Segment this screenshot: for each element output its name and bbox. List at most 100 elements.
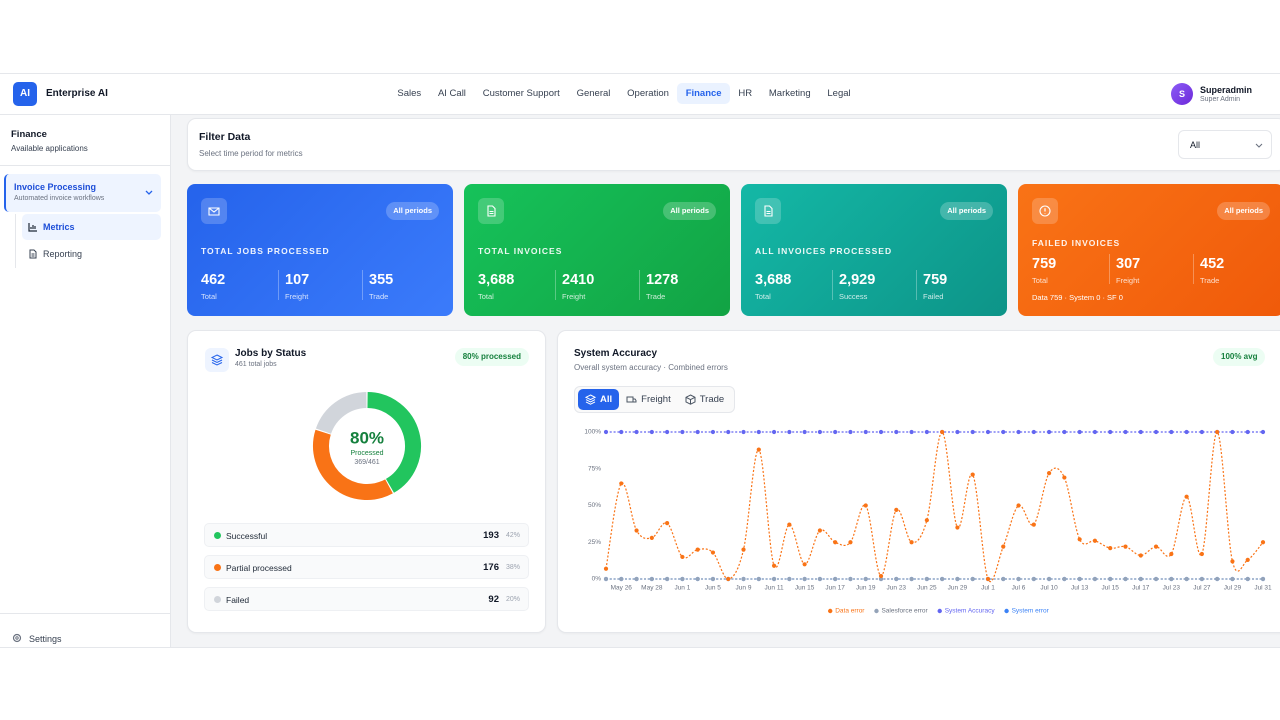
series-point <box>909 576 914 582</box>
app-item[interactable]: Invoice Processing Automated invoice work… <box>4 174 161 212</box>
series-point <box>833 576 838 582</box>
period-select[interactable]: All <box>1178 130 1272 159</box>
y-tick-label: 0% <box>592 576 602 583</box>
x-tick-label: Jun 15 <box>795 585 815 592</box>
series-point <box>1245 429 1250 435</box>
tab-label: Trade <box>699 394 725 405</box>
series-point <box>1230 559 1235 564</box>
nav-item[interactable]: HR <box>738 88 753 99</box>
jobs-icon <box>205 348 229 372</box>
series-line <box>605 431 1264 583</box>
series-point <box>771 429 777 435</box>
series-point <box>787 576 792 582</box>
series-point <box>1001 576 1006 582</box>
series-point <box>741 547 746 552</box>
stat-divider <box>362 270 363 300</box>
user-role: Super Admin <box>1200 96 1241 103</box>
series-point <box>665 521 670 526</box>
series-point <box>741 576 746 582</box>
series-point <box>619 576 624 582</box>
stat-label: Trade <box>646 292 666 301</box>
status-row: Successful 193 42% <box>204 523 529 547</box>
alert-icon <box>1039 205 1051 217</box>
nav-item[interactable]: Sales <box>397 88 422 99</box>
series-point <box>848 576 853 582</box>
nav-item[interactable]: Marketing <box>768 88 811 99</box>
series-point <box>802 576 807 582</box>
series-point <box>1092 576 1098 582</box>
stat-label: Trade <box>369 292 389 301</box>
status-value: 176 <box>483 562 499 573</box>
tab[interactable]: Freight <box>619 389 678 410</box>
legend-dot <box>937 608 942 614</box>
status-value: 92 <box>488 594 499 605</box>
x-tick-label: Jul 13 <box>1071 585 1089 592</box>
stat-card: All periods FAILED INVOICES 759 Total 307 Fre… <box>1018 184 1280 316</box>
x-tick-label: Jun 25 <box>917 585 937 592</box>
x-tick-label: Jul 29 <box>1224 585 1242 592</box>
nav-item[interactable]: Operation <box>627 88 669 99</box>
nav-item[interactable]: Customer Support <box>482 88 560 99</box>
series-point <box>878 429 884 435</box>
card-badge: All periods <box>386 202 439 220</box>
series-point <box>940 429 945 435</box>
x-tick-label: Jun 9 <box>736 585 752 592</box>
series-point <box>695 547 700 552</box>
stat-value: 3,688 <box>478 272 515 288</box>
chevron-icon <box>1255 143 1263 148</box>
card-badge: All periods <box>1217 202 1270 220</box>
settings-icon <box>12 633 22 643</box>
series-point <box>619 429 624 435</box>
icon <box>487 205 496 217</box>
nav-item[interactable]: AI Call <box>437 88 466 99</box>
tab[interactable]: Trade <box>678 389 731 410</box>
series-point <box>1215 429 1220 435</box>
series-point <box>1169 551 1174 557</box>
nav-item[interactable]: Legal <box>827 88 851 99</box>
series-point <box>726 576 731 582</box>
avatar[interactable]: S <box>1171 83 1193 105</box>
x-tick-label: Jul 1 <box>981 585 995 592</box>
sidebar-divider <box>0 165 170 166</box>
nav-item[interactable]: General <box>576 88 611 99</box>
menu-item[interactable]: Reporting <box>22 241 161 267</box>
series-point <box>924 429 929 435</box>
card-icon <box>755 198 781 224</box>
select-chevron <box>1255 143 1263 148</box>
stat-divider <box>1193 254 1194 284</box>
menu-icon <box>28 223 37 232</box>
y-tick-label: 25% <box>588 539 601 546</box>
series-point <box>1245 557 1250 562</box>
nav-item[interactable]: Finance <box>677 83 730 104</box>
x-tick-label: May 26 <box>611 585 633 592</box>
layers-icon <box>210 354 224 366</box>
stat-label: Freight <box>562 292 586 301</box>
series-point <box>1138 576 1143 582</box>
tab-icon <box>626 396 637 403</box>
donut-center-value: 80% <box>350 428 384 447</box>
series-point <box>1184 494 1189 499</box>
stat-label: Total <box>478 292 494 301</box>
settings[interactable]: Settings <box>29 634 62 644</box>
gear <box>12 633 22 643</box>
nav: Sales AI Call Customer Support General Opera… <box>389 83 859 104</box>
series-point <box>1123 576 1128 582</box>
series-point <box>878 576 884 582</box>
legend-dot <box>1004 608 1009 614</box>
series-point <box>955 525 960 530</box>
chart-title: System Accuracy <box>574 348 658 359</box>
series-point <box>1260 576 1266 582</box>
card-icon <box>201 198 227 224</box>
y-tick-label: 100% <box>584 429 601 436</box>
stat-label: Failed <box>923 292 944 301</box>
chevron-icon <box>145 190 153 195</box>
legend-dot <box>874 608 879 614</box>
card-icon <box>1032 198 1058 224</box>
series-point <box>1062 429 1067 435</box>
stat-divider <box>639 270 640 300</box>
series-point <box>1062 576 1067 582</box>
series-point <box>863 429 868 435</box>
tab[interactable]: All <box>578 389 620 410</box>
menu-item[interactable]: Metrics <box>22 214 161 240</box>
chart-subtitle: Overall system accuracy · Combined error… <box>574 363 728 372</box>
